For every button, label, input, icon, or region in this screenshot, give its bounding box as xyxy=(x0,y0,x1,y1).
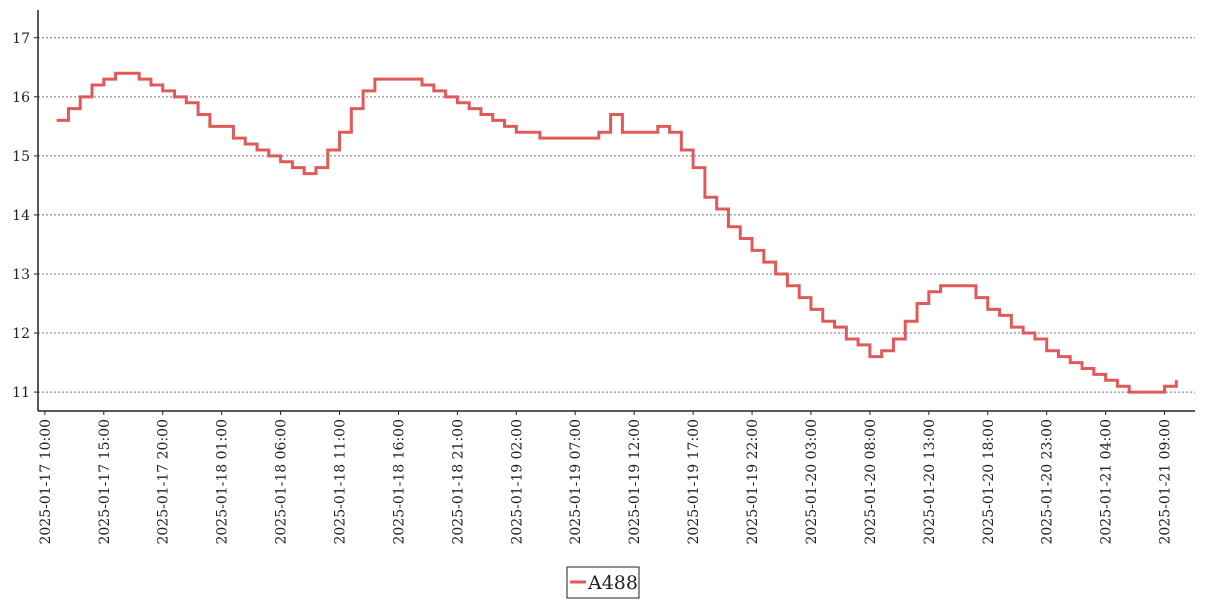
y-tick-label: 13 xyxy=(12,267,30,283)
x-tick-label: 2025-01-17 10:00 xyxy=(38,419,54,545)
series-line xyxy=(56,71,1178,394)
x-tick-label: 2025-01-18 06:00 xyxy=(274,419,290,545)
y-tick-label: 15 xyxy=(12,149,30,165)
x-tick-label: 2025-01-18 21:00 xyxy=(450,419,466,545)
x-tick-label: 2025-01-21 04:00 xyxy=(1099,419,1115,545)
x-tick-label: 2025-01-18 16:00 xyxy=(391,419,407,545)
x-tick-label: 2025-01-19 12:00 xyxy=(627,419,643,545)
x-tick-label: 2025-01-20 18:00 xyxy=(981,419,997,545)
y-tick-label: 16 xyxy=(12,90,30,106)
x-tick-label: 2025-01-21 09:00 xyxy=(1158,419,1174,545)
x-tick-label: 2025-01-19 07:00 xyxy=(568,419,584,545)
legend-label: A488 xyxy=(587,572,638,594)
x-tick-label: 2025-01-19 22:00 xyxy=(745,419,761,545)
x-tick-label: 2025-01-19 17:00 xyxy=(686,419,702,545)
x-tick-label: 2025-01-19 02:00 xyxy=(509,419,525,545)
x-tick-label: 2025-01-20 13:00 xyxy=(922,419,938,545)
x-tick-label: 2025-01-17 15:00 xyxy=(97,419,113,545)
x-tick-label: 2025-01-20 23:00 xyxy=(1040,419,1056,545)
y-tick-label: 12 xyxy=(12,326,30,342)
x-tick-label: 2025-01-18 01:00 xyxy=(215,419,231,545)
x-tick-label: 2025-01-20 03:00 xyxy=(804,419,820,545)
x-tick-label: 2025-01-17 20:00 xyxy=(156,419,172,545)
y-tick-label: 17 xyxy=(12,31,30,47)
x-tick-label: 2025-01-18 11:00 xyxy=(333,419,349,545)
y-tick-label: 11 xyxy=(12,385,30,401)
x-tick-label: 2025-01-20 08:00 xyxy=(863,419,879,545)
y-tick-label: 14 xyxy=(12,208,30,224)
